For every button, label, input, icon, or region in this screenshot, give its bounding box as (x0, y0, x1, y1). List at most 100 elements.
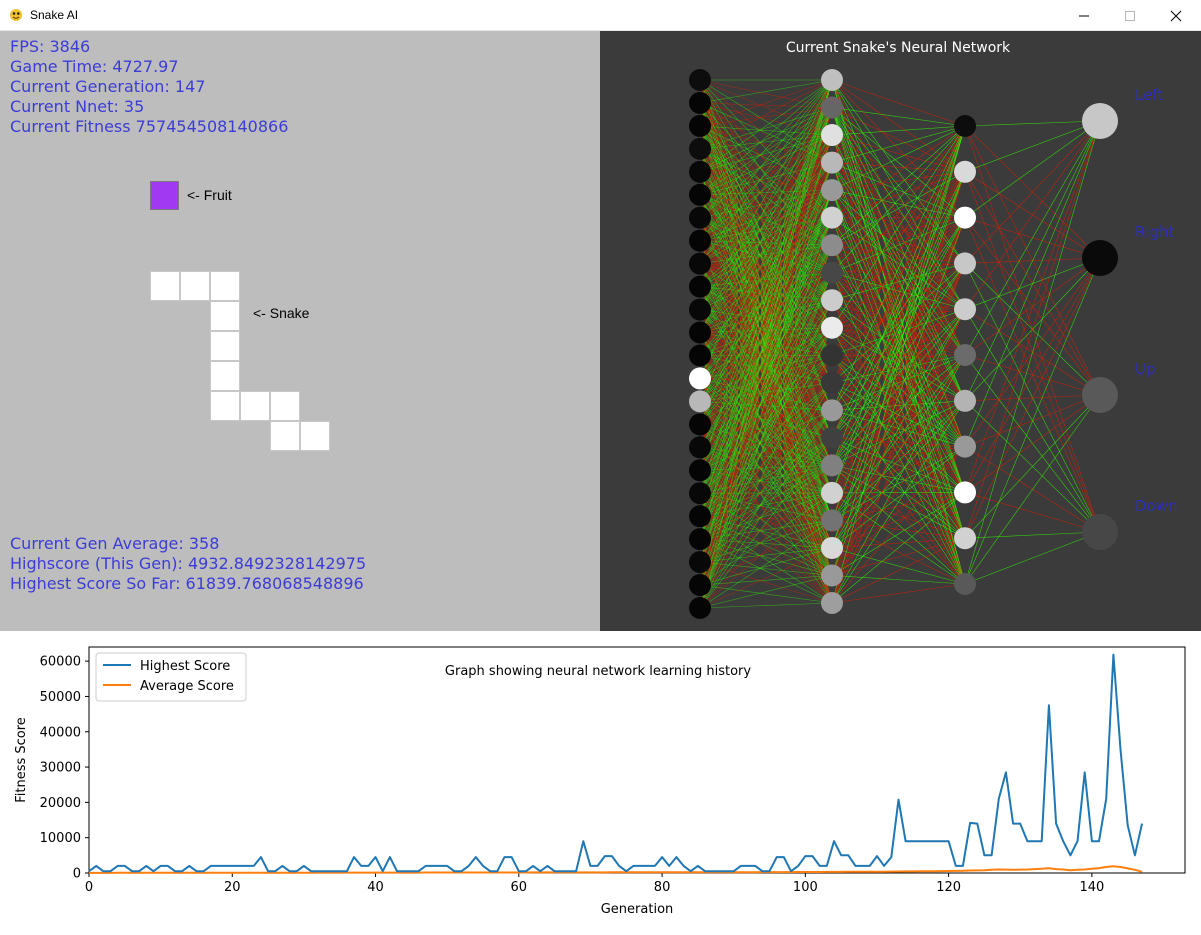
connection (965, 121, 1100, 172)
y-tick-label: 0 (73, 867, 81, 882)
neuron (689, 207, 711, 229)
connection (832, 309, 965, 603)
connection (700, 585, 832, 603)
neuron (689, 436, 711, 458)
nnet-stat: Current Nnet: 35 (10, 97, 144, 117)
y-tick-label: 20000 (40, 796, 81, 811)
connection (832, 108, 965, 126)
snake-label: <- Snake (253, 305, 309, 321)
chart-legend: Highest Score Average Score (96, 653, 246, 701)
connection (700, 80, 832, 103)
neuron (821, 454, 843, 476)
neuron (954, 207, 976, 229)
network-title: Current Snake's Neural Network (786, 40, 1011, 56)
connection (832, 172, 965, 466)
plot-area (89, 647, 1185, 873)
legend-label: Highest Score (140, 659, 230, 674)
snake-segment (210, 331, 240, 361)
neuron (689, 230, 711, 252)
x-tick-label: 120 (936, 880, 961, 895)
x-tick-label: 140 (1079, 880, 1104, 895)
maximize-icon (1124, 10, 1136, 22)
neuron (689, 482, 711, 504)
neuron (821, 564, 843, 586)
x-tick-label: 20 (224, 880, 241, 895)
neuron (821, 179, 843, 201)
connection (965, 121, 1100, 126)
generation-stat: Current Generation: 147 (10, 77, 205, 97)
neuron (689, 505, 711, 527)
neuron (689, 276, 711, 298)
connection (832, 135, 965, 172)
highscore-gen-stat: Highscore (This Gen): 4932.8492328142975 (10, 554, 366, 574)
y-tick-label: 30000 (40, 761, 81, 776)
legend-label: Average Score (140, 679, 234, 694)
x-tick-label: 40 (367, 880, 384, 895)
snake-segment (150, 271, 180, 301)
neuron (954, 115, 976, 137)
output-label-left: Left (1135, 86, 1163, 104)
game-panel: FPS: 3846 Game Time: 4727.97 Current Gen… (0, 31, 600, 631)
game-time-stat: Game Time: 4727.97 (10, 57, 179, 77)
neuron (689, 299, 711, 321)
connection (965, 121, 1100, 584)
network-connections (700, 80, 1100, 608)
output-neuron (1082, 514, 1118, 550)
output-neuron (1082, 103, 1118, 139)
gen-average-stat: Current Gen Average: 358 (10, 534, 219, 554)
neuron (821, 207, 843, 229)
neuron (954, 252, 976, 274)
neuron (689, 551, 711, 573)
neuron (821, 509, 843, 531)
neuron (689, 390, 711, 412)
fitness-stat: Current Fitness 757454508140866 (10, 117, 288, 137)
neuron (821, 317, 843, 339)
snake-segment (210, 361, 240, 391)
neuron (689, 184, 711, 206)
neuron (821, 344, 843, 366)
connection (965, 395, 1100, 584)
neuron (821, 124, 843, 146)
neuron (821, 262, 843, 284)
neuron (689, 161, 711, 183)
fruit-cell (150, 181, 179, 210)
neuron (689, 138, 711, 160)
y-tick-label: 50000 (40, 690, 81, 705)
snake-segment (240, 391, 270, 421)
neuron (954, 390, 976, 412)
window-titlebar[interactable]: Snake AI (0, 0, 1201, 31)
connection (832, 80, 965, 126)
minimize-button[interactable] (1061, 0, 1107, 31)
neuron (689, 413, 711, 435)
connection (832, 538, 965, 575)
window-title: Snake AI (30, 8, 78, 22)
connection (965, 121, 1100, 309)
neuron (954, 344, 976, 366)
connection (700, 603, 832, 608)
output-neuron (1082, 377, 1118, 413)
neuron (821, 482, 843, 504)
neuron (821, 289, 843, 311)
snake-segment (210, 391, 240, 421)
neuron (689, 92, 711, 114)
x-axis-label: Generation (601, 902, 674, 917)
x-tick-label: 100 (793, 880, 818, 895)
chart-title: Graph showing neural network learning hi… (445, 664, 751, 679)
snake-segment (210, 301, 240, 331)
y-tick-label: 60000 (40, 655, 81, 670)
connection (832, 126, 965, 355)
close-button[interactable] (1153, 0, 1199, 31)
maximize-button[interactable] (1107, 0, 1153, 31)
connection (965, 121, 1100, 401)
neuron (689, 367, 711, 389)
neuron (821, 537, 843, 559)
fps-stat: FPS: 3846 (10, 37, 90, 57)
neuron (689, 597, 711, 619)
neuron (954, 298, 976, 320)
connection (965, 121, 1100, 538)
neural-network-diagram: Current Snake's Neural Network LeftRight… (600, 31, 1201, 631)
